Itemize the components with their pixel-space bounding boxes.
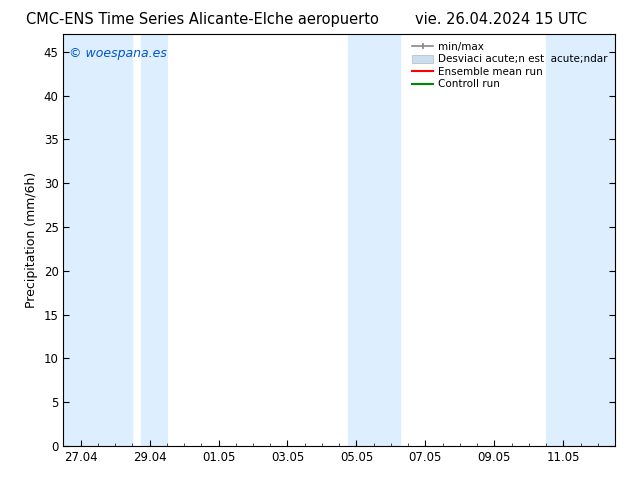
Bar <box>141 34 167 446</box>
Text: vie. 26.04.2024 15 UTC: vie. 26.04.2024 15 UTC <box>415 12 587 27</box>
Bar <box>348 34 399 446</box>
Text: CMC-ENS Time Series Alicante-Elche aeropuerto: CMC-ENS Time Series Alicante-Elche aerop… <box>27 12 379 27</box>
Text: © woespana.es: © woespana.es <box>69 47 167 60</box>
Legend: min/max, Desviaci acute;n est  acute;ndar, Ensemble mean run, Controll run: min/max, Desviaci acute;n est acute;ndar… <box>410 40 610 92</box>
Bar <box>546 34 615 446</box>
Y-axis label: Precipitation (mm/6h): Precipitation (mm/6h) <box>25 172 38 308</box>
Bar <box>63 34 133 446</box>
